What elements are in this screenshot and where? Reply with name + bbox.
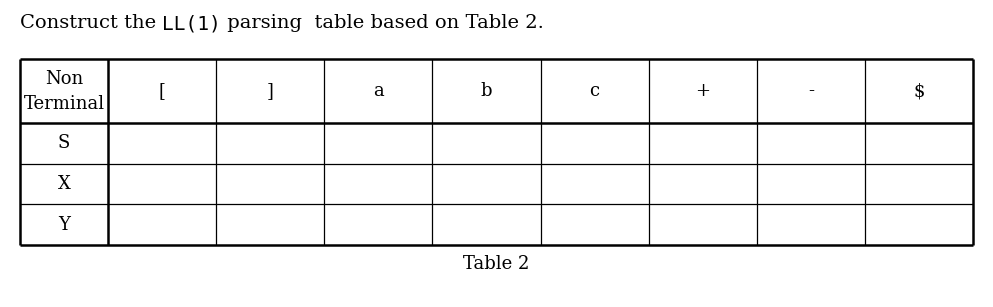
Text: Y: Y [58,216,70,234]
Text: parsing  table based on Table 2.: parsing table based on Table 2. [221,14,544,32]
Text: b: b [481,82,493,100]
Text: c: c [590,82,600,100]
Text: Non
Terminal: Non Terminal [24,70,104,113]
Text: $: $ [914,82,924,100]
Text: Construct the: Construct the [20,14,163,32]
Text: ]: ] [267,82,274,100]
Text: LL(1): LL(1) [163,14,221,33]
Text: +: + [695,82,710,100]
Text: Table 2: Table 2 [464,255,529,273]
Text: a: a [373,82,383,100]
Text: [: [ [159,82,166,100]
Text: S: S [58,134,71,153]
Text: -: - [808,82,814,100]
Text: X: X [58,175,71,193]
